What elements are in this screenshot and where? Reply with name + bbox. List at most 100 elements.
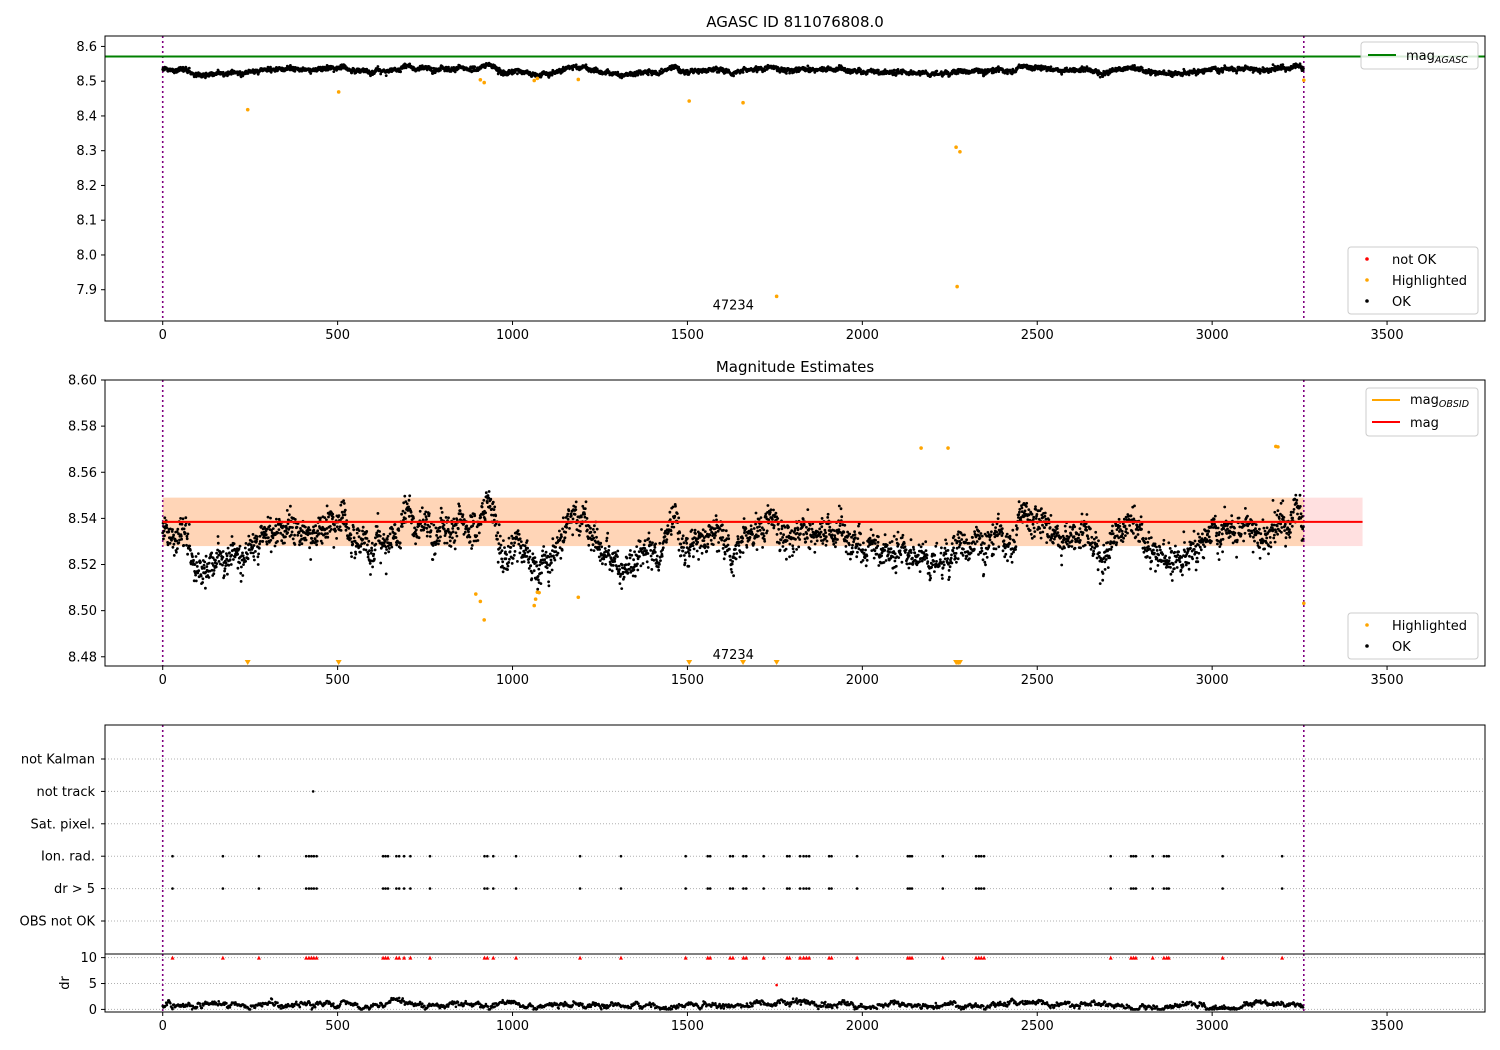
mag-ok-point: [325, 518, 328, 522]
mag-ok-point: [201, 581, 205, 584]
mag-ok-point: [451, 536, 454, 540]
agasc-ok-point: [456, 67, 460, 71]
mag-ok-point: [189, 548, 192, 552]
mag-ok-point: [585, 517, 589, 520]
mag-ok-point: [195, 561, 199, 564]
mag-ok-point: [428, 535, 432, 538]
agasc-highlighted-point: [576, 77, 581, 82]
mag-ok-point: [489, 497, 493, 501]
agasc-xtick-label: 500: [325, 328, 350, 343]
mag-ok-point: [724, 529, 728, 533]
mag-ok-point: [409, 510, 413, 514]
mag-ok-point: [166, 543, 170, 547]
mag-ok-point: [646, 552, 650, 555]
mag-ok-point: [338, 525, 342, 529]
mag-ok-point: [197, 552, 200, 555]
mag-ok-point: [408, 494, 412, 498]
mag-ok-point: [182, 544, 186, 547]
mag-ok-point: [257, 552, 260, 556]
mag-ok-point: [592, 549, 596, 552]
agasc-ok-point: [1223, 64, 1227, 67]
mag-ok-point: [592, 536, 596, 540]
mag-ok-point: [308, 546, 311, 550]
mag-ok-point: [652, 558, 656, 562]
mag-ok-point: [332, 546, 336, 549]
agasc-axes: 0 500 1000 1500 2000 2500 3000 35007.98.08.18.2…: [76, 40, 1403, 343]
agasc-ok-point: [1006, 72, 1009, 76]
mag-ok-point: [608, 568, 612, 571]
mag-ok-point: [657, 568, 661, 572]
mag-ok-point: [286, 531, 289, 534]
mag-ok-point: [723, 552, 727, 556]
mag-ok-point: [418, 509, 422, 513]
mag-ok-point: [681, 534, 685, 538]
mag-ok-point: [512, 553, 516, 557]
mag-ok-point: [276, 540, 279, 543]
mag-ok-point: [285, 509, 289, 512]
mag-ok-point: [304, 525, 307, 529]
mag-ok-point: [354, 552, 358, 556]
mag-ok-point: [711, 543, 715, 546]
mag-ok-point: [673, 514, 677, 518]
mag-ok-point: [403, 494, 407, 498]
mag-ok-point: [289, 504, 292, 508]
mag-ok-point: [361, 529, 364, 533]
mag-ok-point: [339, 529, 343, 532]
mag-ok-point: [692, 547, 696, 551]
mag-ok-point: [677, 516, 681, 520]
mag-ok-point: [607, 545, 611, 548]
mag-ok-point: [261, 540, 265, 543]
mag-ok-point: [613, 560, 617, 563]
mag-ok-point: [368, 562, 372, 565]
mag-ok-point: [655, 554, 659, 558]
mag-ok-point: [383, 540, 387, 543]
mag-ok-point: [442, 523, 446, 527]
mag-ok-point: [587, 543, 591, 547]
mag-ok-point: [463, 530, 467, 534]
mag-ok-point: [268, 524, 272, 528]
mag-ok-point: [599, 541, 603, 545]
mag-ok-point: [589, 526, 592, 530]
mag-ok-point: [519, 540, 523, 543]
mag-ok-point: [256, 563, 260, 566]
mag-ok-point: [646, 566, 650, 569]
mag-ok-point: [310, 537, 314, 540]
mag-ok-point: [376, 512, 380, 515]
mag-ok-point: [714, 534, 717, 537]
mag-ok-point: [372, 552, 376, 556]
mag-ok-point: [536, 587, 540, 591]
mag-ok-point: [355, 531, 359, 535]
mag-ok-point: [378, 534, 382, 538]
mag-ok-point: [517, 532, 521, 536]
mag-ok-point: [177, 532, 180, 536]
mag-ok-point: [564, 530, 568, 534]
mag-ok-point: [334, 529, 337, 533]
agasc-ok-point: [660, 67, 663, 71]
mag-ok-point: [479, 522, 483, 526]
mag-ok-point: [226, 546, 230, 550]
mag-ok-point: [194, 573, 198, 577]
mag-ok-point: [378, 530, 381, 533]
mag-ok-point: [476, 539, 480, 542]
agasc-ok-point: [269, 70, 273, 74]
mag-ok-point: [267, 536, 270, 539]
mag-ok-point: [713, 527, 717, 530]
mag-ok-point: [660, 528, 663, 531]
mag-ok-point: [622, 575, 626, 579]
mag-ok-point: [194, 579, 198, 583]
mag-ok-point: [241, 574, 245, 577]
mag-ok-point: [660, 554, 664, 558]
legend-ok-label: OK: [1392, 295, 1411, 310]
mag-ok-point: [510, 541, 513, 545]
mag-ok-point: [373, 548, 377, 552]
mag-ok-point: [650, 568, 654, 571]
mag-ok-point: [374, 542, 378, 546]
mag-ok-point: [677, 548, 681, 552]
mag-ok-point: [229, 563, 233, 566]
agasc-xtick-label: 0: [159, 328, 167, 343]
agasc-ok-point: [1210, 69, 1213, 73]
mag-ok-point: [216, 535, 220, 538]
mag-ok-point: [550, 561, 553, 565]
mag-ok-point: [352, 528, 356, 532]
mag-ok-point: [291, 537, 295, 541]
